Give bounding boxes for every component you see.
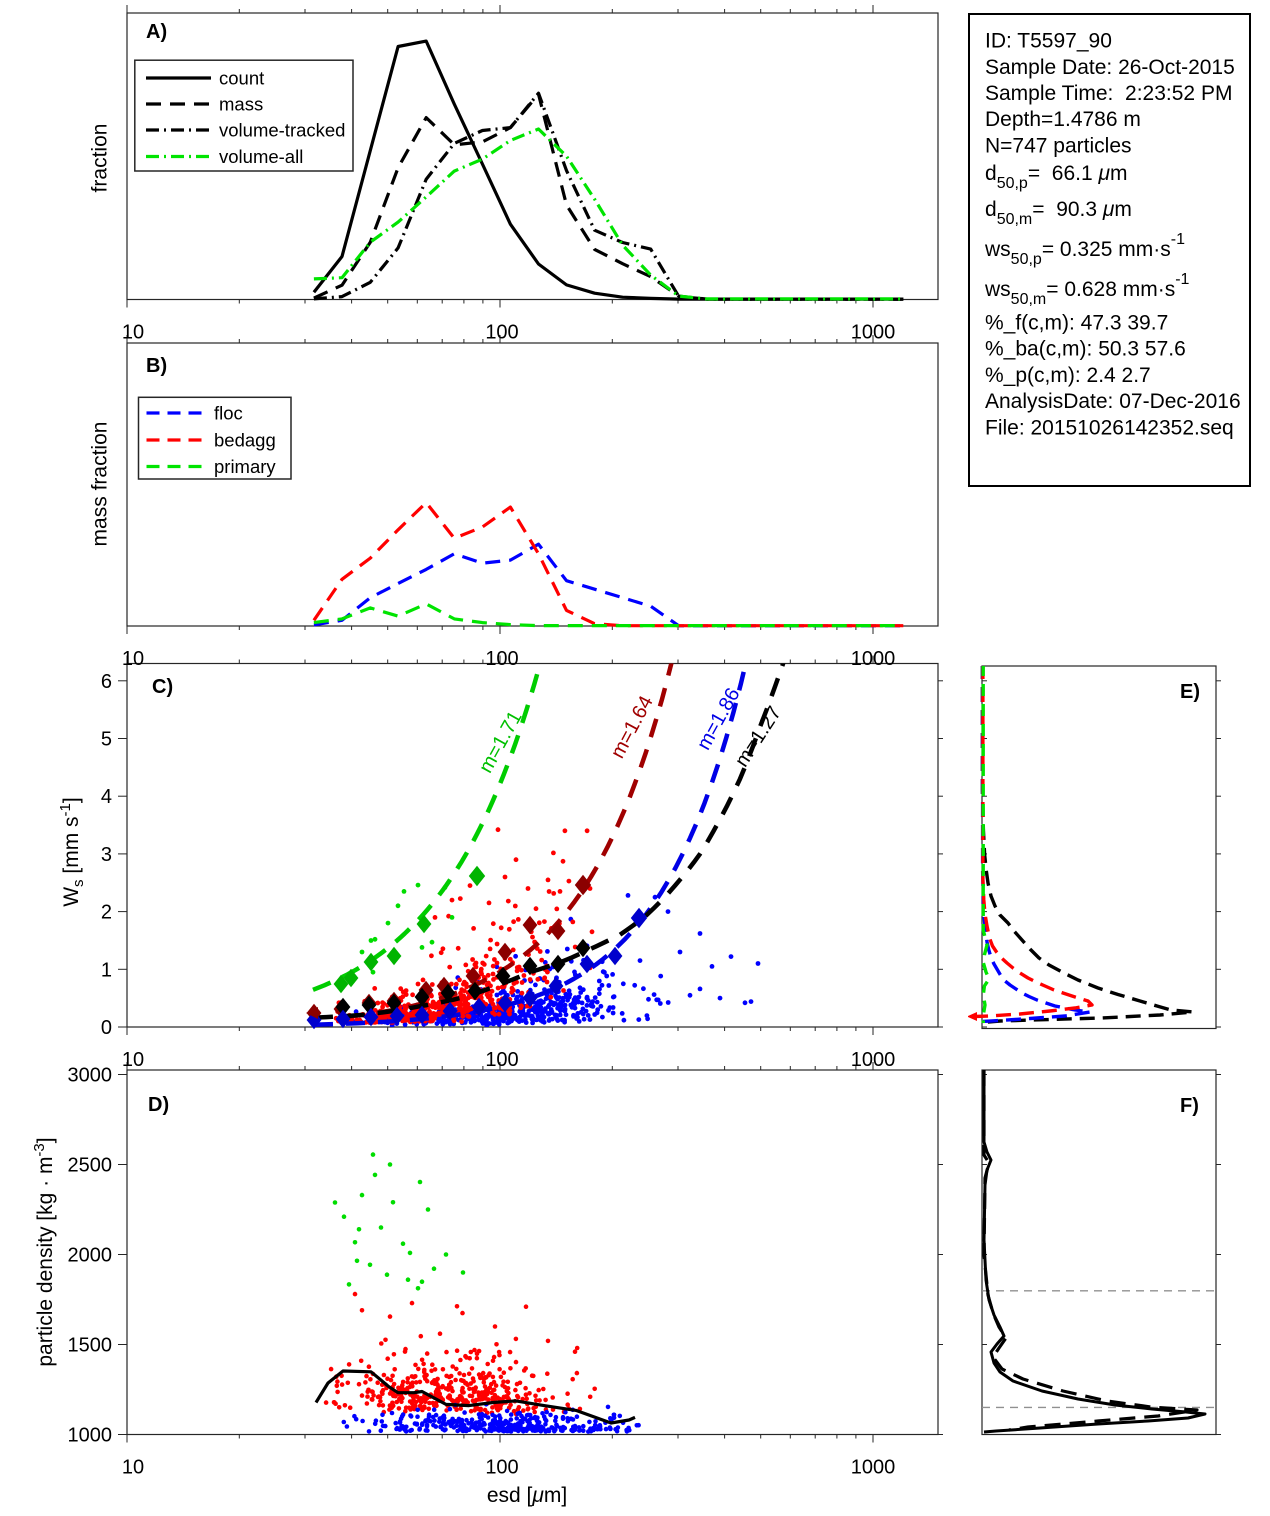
svg-text:1000: 1000 — [851, 322, 896, 344]
svg-text:C): C) — [152, 676, 173, 698]
svg-text:F): F) — [1180, 1095, 1199, 1117]
svg-text:2: 2 — [101, 902, 112, 924]
svg-text:%_p(c,m): 2.4 2.7: %_p(c,m): 2.4 2.7 — [985, 364, 1151, 387]
svg-text:2500: 2500 — [68, 1155, 113, 1177]
svg-text:100: 100 — [485, 1049, 518, 1071]
svg-text:A): A) — [146, 21, 167, 43]
svg-text:%_f(c,m): 47.3 39.7: %_f(c,m): 47.3 39.7 — [985, 312, 1168, 335]
svg-text:1000: 1000 — [68, 1425, 113, 1447]
svg-text:ID: T5597_90: ID: T5597_90 — [985, 30, 1112, 53]
svg-text:5: 5 — [101, 729, 112, 751]
svg-text:Sample Time: 2:23:52 PM: Sample Time: 2:23:52 PM — [985, 82, 1232, 105]
svg-text:fraction: fraction — [89, 124, 112, 193]
svg-text:esd [μm]: esd [μm] — [487, 1484, 567, 1507]
svg-text:1000: 1000 — [851, 1049, 896, 1071]
svg-text:N=747 particles: N=747 particles — [985, 134, 1132, 157]
svg-text:primary: primary — [214, 456, 276, 477]
svg-text:10: 10 — [122, 322, 144, 344]
svg-text:particle density [kg · m-3]: particle density [kg · m-3] — [31, 1137, 57, 1366]
svg-text:%_ba(c,m): 50.3 57.6: %_ba(c,m): 50.3 57.6 — [985, 338, 1186, 361]
svg-text:volume-all: volume-all — [219, 146, 303, 167]
svg-text:10: 10 — [122, 1049, 144, 1071]
svg-text:6: 6 — [101, 671, 112, 693]
svg-text:count: count — [219, 68, 264, 89]
svg-text:3: 3 — [101, 844, 112, 866]
svg-text:4: 4 — [101, 786, 112, 808]
svg-text:D): D) — [148, 1094, 169, 1116]
svg-text:floc: floc — [214, 403, 243, 424]
svg-text:10: 10 — [122, 1457, 144, 1479]
svg-text:bedagg: bedagg — [214, 430, 276, 451]
svg-text:volume-tracked: volume-tracked — [219, 120, 345, 141]
svg-text:AnalysisDate: 07-Dec-2016: AnalysisDate: 07-Dec-2016 — [985, 390, 1241, 413]
svg-text:1500: 1500 — [68, 1335, 113, 1357]
svg-text:1: 1 — [101, 959, 112, 981]
svg-text:File: 20151026142352.seq: File: 20151026142352.seq — [985, 416, 1234, 439]
svg-text:2000: 2000 — [68, 1245, 113, 1267]
svg-text:3000: 3000 — [68, 1065, 113, 1087]
svg-text:Sample Date: 26-Oct-2015: Sample Date: 26-Oct-2015 — [985, 56, 1235, 79]
svg-text:1000: 1000 — [851, 1457, 896, 1479]
svg-text:10: 10 — [122, 648, 144, 670]
svg-text:mass fraction: mass fraction — [89, 422, 112, 547]
svg-text:mass: mass — [219, 94, 263, 115]
svg-text:Depth=1.4786 m: Depth=1.4786 m — [985, 108, 1141, 131]
svg-text:E): E) — [1180, 681, 1200, 703]
svg-text:1000: 1000 — [851, 648, 896, 670]
svg-text:100: 100 — [485, 1457, 518, 1479]
svg-text:B): B) — [146, 355, 167, 377]
svg-text:100: 100 — [485, 322, 518, 344]
svg-text:0: 0 — [101, 1017, 112, 1039]
svg-text:100: 100 — [485, 648, 518, 670]
